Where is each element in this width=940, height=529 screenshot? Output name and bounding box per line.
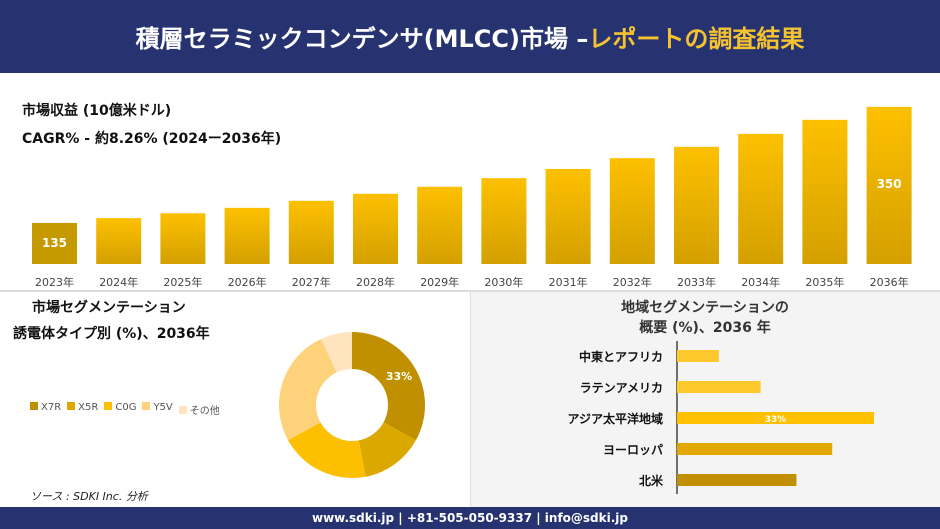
- year-tick-label: 2024年: [99, 275, 138, 289]
- legend-swatch: [142, 402, 151, 410]
- year-tick-label: 2026年: [228, 275, 267, 289]
- legend-item: X7R: [30, 402, 61, 417]
- revenue-chart-title: 市場収益 (10億米ドル): [22, 103, 172, 119]
- bar-data-label: 135: [42, 236, 67, 250]
- legend-item: C0G: [104, 402, 136, 417]
- segment-subtitle: 誘電体タイプ別 (%)、2036年: [13, 326, 210, 342]
- revenue-bar: [545, 168, 591, 264]
- region-bar: [677, 350, 719, 362]
- revenue-bar: [96, 218, 142, 264]
- legend-swatch: [67, 402, 76, 410]
- region-bar: [677, 412, 875, 424]
- year-tick-label: 2033年: [677, 275, 716, 289]
- bar-data-label: 350: [877, 177, 902, 191]
- vertical-divider: [470, 292, 471, 507]
- legend-item: その他: [178, 402, 220, 417]
- year-tick-label: 2023年: [35, 275, 74, 289]
- donut-slice: [352, 332, 425, 441]
- region-panel: [471, 292, 940, 507]
- donut-slice: [288, 422, 366, 479]
- year-tick-label: 2029年: [420, 275, 459, 289]
- title-main: 積層セラミックコンデンサ(MLCC)市場 –: [135, 25, 589, 53]
- revenue-bar: [224, 207, 270, 264]
- revenue-bar: [353, 193, 398, 264]
- region-label: 北米: [639, 473, 664, 488]
- revenue-bar: [481, 178, 527, 264]
- revenue-bar: [866, 106, 912, 264]
- year-tick-label: 2036年: [870, 275, 909, 289]
- donut-data-label: 33%: [386, 370, 412, 383]
- region-bar: [677, 474, 797, 486]
- year-tick-label: 2028年: [356, 275, 395, 289]
- revenue-bar: [802, 119, 848, 264]
- legend-swatch: [30, 402, 38, 410]
- year-tick-label: 2031年: [549, 275, 588, 289]
- year-tick-label: 2030年: [484, 275, 523, 289]
- year-tick-label: 2027年: [292, 275, 331, 289]
- page-header: 積層セラミックコンデンサ(MLCC)市場 – レポートの調査結果: [0, 0, 940, 73]
- revenue-bar: [417, 186, 463, 264]
- divider: [0, 290, 940, 292]
- footer-contact: www.sdki.jp | +81-505-050-9337 | info@sd…: [0, 507, 940, 529]
- donut-slice: [358, 422, 416, 477]
- region-subtitle: 概要 (%)、2036 年: [639, 320, 771, 336]
- year-tick-label: 2025年: [163, 275, 202, 289]
- year-tick-label: 2035年: [805, 275, 844, 289]
- donut-legend: X7R X5R C0G Y5V その他: [30, 402, 220, 417]
- source-note: ソース : SDKI Inc. 分析: [30, 490, 148, 503]
- revenue-bar: [160, 213, 206, 264]
- region-label: ラテンアメリカ: [580, 381, 663, 395]
- region-label: 中東とアフリカ: [579, 349, 663, 364]
- region-bar: [677, 443, 833, 455]
- region-label: アジア太平洋地域: [567, 411, 663, 426]
- revenue-bar: [609, 158, 655, 264]
- revenue-bar: [288, 200, 334, 264]
- region-title: 地域セグメンテーションの: [621, 300, 789, 316]
- year-tick-label: 2034年: [741, 275, 780, 289]
- year-tick-label: 2032年: [613, 275, 652, 289]
- title-accent: レポートの調査結果: [588, 25, 805, 53]
- revenue-bar: [32, 222, 77, 264]
- segment-title: 市場セグメンテーション: [32, 300, 186, 316]
- revenue-bar: [674, 146, 719, 264]
- donut-slice: [320, 332, 352, 373]
- legend-swatch: [104, 402, 113, 410]
- region-bar: [677, 381, 761, 393]
- region-data-label: 33%: [765, 415, 787, 425]
- revenue-bar: [738, 133, 784, 264]
- cagr-text: CAGR% - 約8.26% (2024ー2036年): [22, 131, 282, 147]
- donut-slice: [279, 338, 337, 441]
- legend-item: Y5V: [142, 402, 173, 417]
- region-label: ヨーロッパ: [603, 443, 663, 457]
- legend-swatch: [178, 406, 187, 414]
- legend-item: X5R: [67, 402, 98, 417]
